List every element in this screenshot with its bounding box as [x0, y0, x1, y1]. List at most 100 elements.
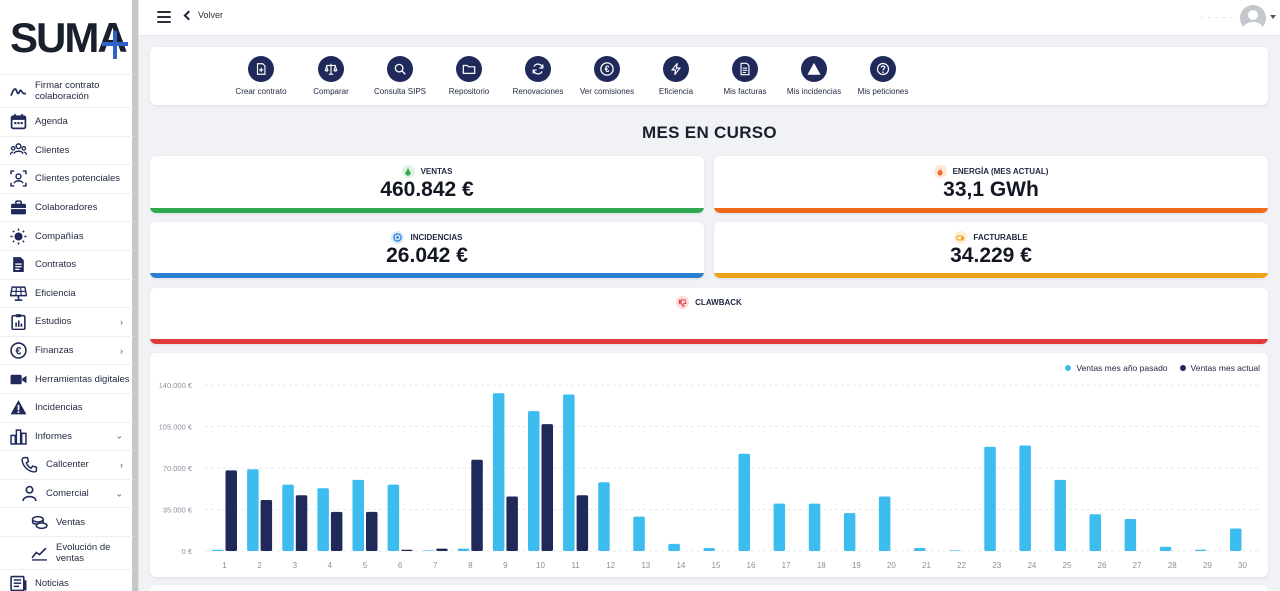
bar-last-year-day-21[interactable] [914, 548, 926, 551]
suma-logo[interactable]: SUMA [10, 12, 130, 62]
bar-last-year-day-24[interactable] [1019, 445, 1031, 552]
hamburger-menu-icon[interactable] [157, 11, 171, 23]
sidebar-item[interactable]: € Finanzas › [0, 335, 133, 365]
bar-last-year-day-2[interactable] [247, 469, 259, 551]
quick-action-button[interactable]: Comparar [296, 56, 366, 96]
coins-icon [954, 231, 968, 244]
bar-last-year-day-13[interactable] [633, 516, 645, 551]
bar-last-year-day-28[interactable] [1159, 546, 1172, 551]
sidebar-item[interactable]: Comercial ⌄ [0, 478, 133, 508]
chevron-down-icon[interactable]: ⌄ [115, 488, 123, 499]
quick-action-button[interactable]: Repositorio [434, 56, 504, 96]
quick-action-button[interactable]: Mis peticiones [848, 56, 918, 96]
back-button[interactable]: Volver [183, 10, 223, 20]
bar-last-year-day-5[interactable] [352, 479, 365, 551]
sidebar-item[interactable]: Agenda [0, 107, 133, 136]
quick-action-button[interactable]: € Ver comisiones [572, 56, 642, 96]
x-tick-label: 10 [536, 561, 545, 570]
bar-last-year-day-23[interactable] [984, 446, 996, 551]
bar-last-year-day-10[interactable] [528, 411, 540, 551]
bar-last-year-day-8[interactable] [457, 548, 470, 551]
quick-action-button[interactable]: Eficiencia [641, 56, 711, 96]
bar-last-year-day-18[interactable] [808, 503, 821, 551]
bar-current-day-7[interactable] [436, 548, 448, 551]
bar-last-year-day-19[interactable] [843, 513, 856, 551]
folder-icon [456, 56, 482, 82]
bar-last-year-day-3[interactable] [282, 484, 294, 551]
bar-last-year-day-30[interactable] [1230, 528, 1242, 552]
sidebar-item[interactable]: Compañías [0, 221, 133, 250]
phone-icon [20, 456, 38, 474]
euro-icon: € [9, 342, 27, 360]
sidebar-item-label: Incidencias [35, 402, 83, 414]
chevron-right-icon[interactable]: › [120, 345, 123, 356]
sidebar-item[interactable]: Noticias [0, 568, 133, 591]
quick-action-button[interactable]: Crear contrato [226, 56, 296, 96]
bar-current-day-8[interactable] [471, 459, 483, 551]
bar-last-year-day-9[interactable] [492, 393, 505, 551]
sidebar-item[interactable]: Colaboradores [0, 192, 133, 222]
bar-last-year-day-14[interactable] [668, 543, 680, 551]
sidebar-item[interactable]: Incidencias [0, 392, 133, 422]
sidebar-item[interactable]: Estudios › [0, 307, 133, 336]
sidebar-item[interactable]: Clientes potenciales [0, 164, 133, 193]
x-tick-label: 7 [433, 561, 438, 570]
kpi-card-clawback: CLAWBACK [150, 288, 1268, 344]
bar-last-year-day-16[interactable] [738, 453, 751, 551]
bar-last-year-day-22[interactable] [949, 550, 961, 551]
bar-current-day-9[interactable] [506, 496, 518, 552]
bar-last-year-day-26[interactable] [1089, 514, 1102, 551]
x-tick-label: 26 [1098, 561, 1107, 570]
quick-action-button[interactable]: Consulta SIPS [365, 56, 435, 96]
caret-down-icon[interactable] [1270, 15, 1276, 19]
sidebar-scrollbar-thumb[interactable] [132, 0, 138, 591]
sales-bar-chart: 0 €35.000 €70.000 €105.000 €140.000 €1 2 3… [159, 381, 1258, 570]
bar-current-day-1[interactable] [225, 470, 238, 551]
chevron-right-icon[interactable]: › [120, 316, 123, 327]
sidebar-item[interactable]: Clientes [0, 135, 133, 165]
bar-last-year-day-17[interactable] [773, 503, 786, 551]
quick-action-button[interactable]: Mis incidencias [779, 56, 849, 96]
sidebar-item-label: Clientes [35, 144, 70, 156]
bar-current-day-11[interactable] [576, 495, 589, 551]
kpi-color-bar [150, 273, 704, 278]
bar-last-year-day-11[interactable] [563, 394, 575, 552]
bar-current-day-5[interactable] [366, 511, 378, 551]
bar-current-day-3[interactable] [295, 495, 308, 551]
bar-last-year-day-20[interactable] [878, 496, 891, 552]
bar-current-day-2[interactable] [260, 500, 273, 551]
legend-item[interactable]: Ventas mes actual [1179, 363, 1260, 373]
chevron-right-icon[interactable]: › [120, 459, 123, 470]
bar-last-year-day-29[interactable] [1194, 549, 1207, 551]
bar-last-year-day-12[interactable] [598, 482, 610, 551]
bar-last-year-day-27[interactable] [1124, 519, 1137, 551]
quick-action-button[interactable]: Mis facturas [710, 56, 780, 96]
sidebar-item[interactable]: Firmar contrato colaboración [0, 74, 133, 107]
quick-action-button[interactable]: Renovaciones [503, 56, 573, 96]
sidebar-item[interactable]: Eficiencia [0, 278, 133, 308]
svg-text:€: € [605, 64, 610, 74]
chevron-down-icon[interactable]: ⌄ [115, 430, 123, 441]
sidebar-item[interactable]: Callcenter › [0, 450, 133, 479]
bar-last-year-day-25[interactable] [1054, 479, 1067, 551]
sidebar-item[interactable]: Contratos [0, 249, 133, 279]
bar-last-year-day-1[interactable] [212, 549, 224, 551]
user-avatar[interactable] [1240, 5, 1266, 31]
bar-last-year-day-4[interactable] [317, 488, 329, 551]
bar-current-day-4[interactable] [330, 511, 343, 551]
legend-item[interactable]: Ventas mes año pasado [1065, 363, 1168, 373]
sidebar-scrollbar[interactable] [132, 0, 138, 591]
bar-last-year-day-6[interactable] [387, 484, 400, 551]
bar-last-year-day-7[interactable] [422, 550, 435, 551]
bar-chart-icon [9, 427, 27, 445]
sidebar-item[interactable]: Evolución de ventas [0, 535, 133, 569]
clipboard-icon [9, 313, 27, 331]
bar-last-year-day-15[interactable] [703, 548, 716, 551]
sidebar-item[interactable]: Ventas [0, 507, 133, 536]
kpi-label: FACTURABLE [973, 233, 1028, 242]
sidebar: SUMA Firmar contrato colaboración Agenda C… [0, 0, 139, 591]
bar-current-day-10[interactable] [541, 424, 554, 551]
bar-current-day-6[interactable] [401, 549, 413, 551]
sidebar-item[interactable]: Informes ⌄ [0, 421, 133, 451]
sidebar-item[interactable]: Herramientas digitales [0, 364, 133, 393]
